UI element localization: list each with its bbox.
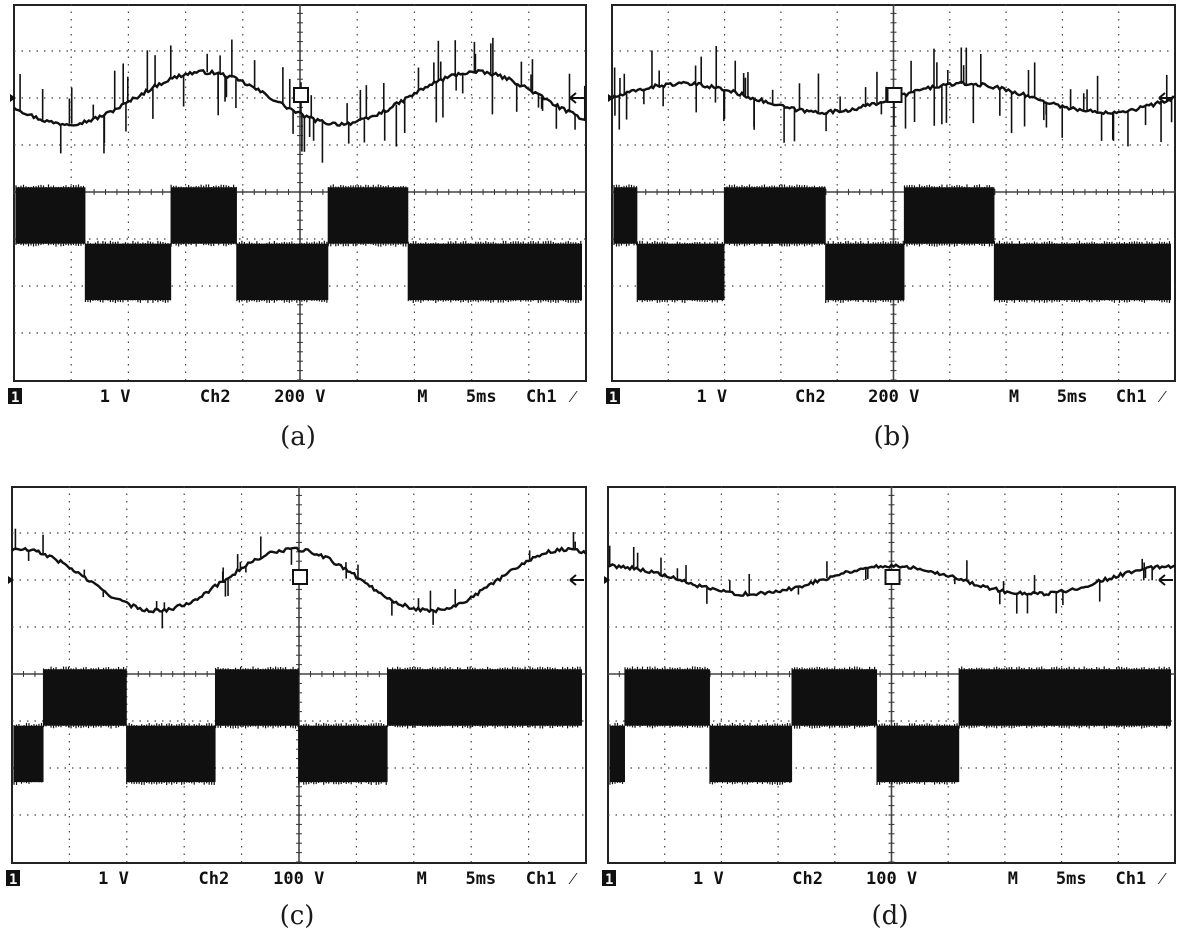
ch1-marker-box — [6, 870, 20, 886]
panel-caption: (d) — [871, 901, 909, 931]
scope-panel-a: 1 1 V Ch2 200 V M 5ms Ch1 ⁄ (a) — [6, 4, 590, 460]
ch2-waveform — [15, 184, 582, 304]
ch2-label: Ch2 — [199, 869, 230, 889]
scope-readout: 1 1 V Ch2 200 V M 5ms Ch1 ⁄ — [606, 387, 1167, 407]
ch1-marker: 1 — [609, 390, 617, 406]
scope-panel-c: 1 1 V Ch2 100 V M 5ms Ch1 ⁄ (c) — [4, 486, 590, 933]
trigger-position-marker — [293, 87, 309, 103]
ch2-pulse-block — [825, 243, 905, 301]
trigger-source: Ch1 — [526, 387, 557, 407]
scope-readout: 1 1 V Ch2 100 V M 5ms Ch1 ⁄ — [602, 869, 1167, 889]
scope-readout: 1 1 V Ch2 100 V M 5ms Ch1 ⁄ — [6, 869, 578, 889]
graticule — [611, 4, 1176, 382]
ch1-ground-marker — [604, 576, 610, 584]
timebase-label: M — [1008, 869, 1018, 889]
time-scale: 5ms — [466, 387, 497, 407]
panel-caption: (b) — [873, 422, 911, 452]
ch2-scale: 200 V — [868, 387, 919, 407]
ch1-ground-marker — [608, 94, 614, 102]
trigger-position-marker — [886, 87, 903, 103]
ch1-scale: 1 V — [693, 869, 724, 889]
ch2-waveform — [13, 666, 582, 786]
ch1-noise-spikes — [19, 37, 586, 163]
oscilloscope-screen: 1 1 V Ch2 100 V M 5ms Ch1 ⁄ — [602, 486, 1176, 889]
oscilloscope-screen: 1 1 V Ch2 100 V M 5ms Ch1 ⁄ — [6, 486, 587, 889]
ch2-pulse-block — [724, 187, 826, 244]
ch1-marker: 1 — [9, 872, 17, 888]
panel-caption: (c) — [279, 901, 315, 931]
trigger-slope: ⁄ — [568, 387, 578, 407]
oscilloscope-screen: 1 1 V Ch2 200 V M 5ms Ch1 ⁄ — [8, 4, 587, 407]
ch2-pulse-block — [43, 669, 127, 726]
ch2-pulse-block — [709, 725, 793, 783]
time-scale: 5ms — [465, 869, 496, 889]
ch2-pulse-block — [877, 725, 960, 783]
ch2-waveform — [613, 184, 1171, 304]
timebase-label: M — [417, 387, 427, 407]
graticule — [13, 4, 587, 382]
ch1-ground-marker — [8, 576, 14, 584]
timebase-label: M — [1009, 387, 1019, 407]
ch1-marker-box — [8, 388, 22, 404]
ch2-waveform — [609, 666, 1171, 786]
ch1-marker-box — [606, 388, 620, 404]
trigger-level-arrow — [1158, 92, 1173, 104]
trigger-position-marker — [884, 569, 901, 585]
ch1-marker-box — [602, 870, 616, 886]
scope-readout: 1 1 V Ch2 200 V M 5ms Ch1 ⁄ — [8, 387, 578, 407]
ch1-marker: 1 — [11, 390, 19, 406]
ch1-scale: 1 V — [100, 387, 131, 407]
ch1-scale: 1 V — [98, 869, 129, 889]
ch1-noise-spikes — [608, 545, 1153, 614]
ch1-marker: 1 — [605, 872, 613, 888]
ch2-scale: 100 V — [866, 869, 917, 889]
trigger-slope: ⁄ — [1157, 387, 1167, 407]
trigger-source: Ch1 — [526, 869, 557, 889]
timebase-label: M — [417, 869, 427, 889]
ch1-waveform — [13, 68, 587, 127]
scope-panel-d: 1 1 V Ch2 100 V M 5ms Ch1 ⁄ (d) — [600, 486, 1179, 933]
ch2-label: Ch2 — [200, 387, 231, 407]
trigger-level-arrow — [569, 92, 584, 104]
trigger-position-marker — [292, 569, 308, 585]
ch2-label: Ch2 — [792, 869, 823, 889]
oscilloscope-screen: 1 1 V Ch2 200 V M 5ms Ch1 ⁄ — [606, 4, 1176, 407]
ch1-ground-marker — [10, 94, 16, 102]
trigger-source: Ch1 — [1116, 387, 1147, 407]
panel-caption: (a) — [280, 422, 316, 452]
trigger-slope: ⁄ — [568, 869, 578, 889]
ch2-scale: 100 V — [273, 869, 324, 889]
ch2-pulse-block — [215, 669, 299, 726]
ch1-waveform — [607, 563, 1176, 597]
ch1-noise-spikes — [613, 46, 1173, 147]
ch1-noise-spikes — [14, 528, 577, 629]
ch2-scale: 200 V — [274, 387, 325, 407]
time-scale: 5ms — [1057, 387, 1088, 407]
scope-panel-b: 1 1 V Ch2 200 V M 5ms Ch1 ⁄ (b) — [604, 4, 1179, 460]
trigger-slope: ⁄ — [1157, 869, 1167, 889]
trigger-level-arrow — [569, 574, 584, 586]
ch1-waveform — [11, 546, 587, 614]
ch1-scale: 1 V — [696, 387, 727, 407]
trigger-source: Ch1 — [1115, 869, 1146, 889]
time-scale: 5ms — [1056, 869, 1087, 889]
ch2-label: Ch2 — [795, 387, 826, 407]
trigger-level-arrow — [1158, 574, 1173, 586]
